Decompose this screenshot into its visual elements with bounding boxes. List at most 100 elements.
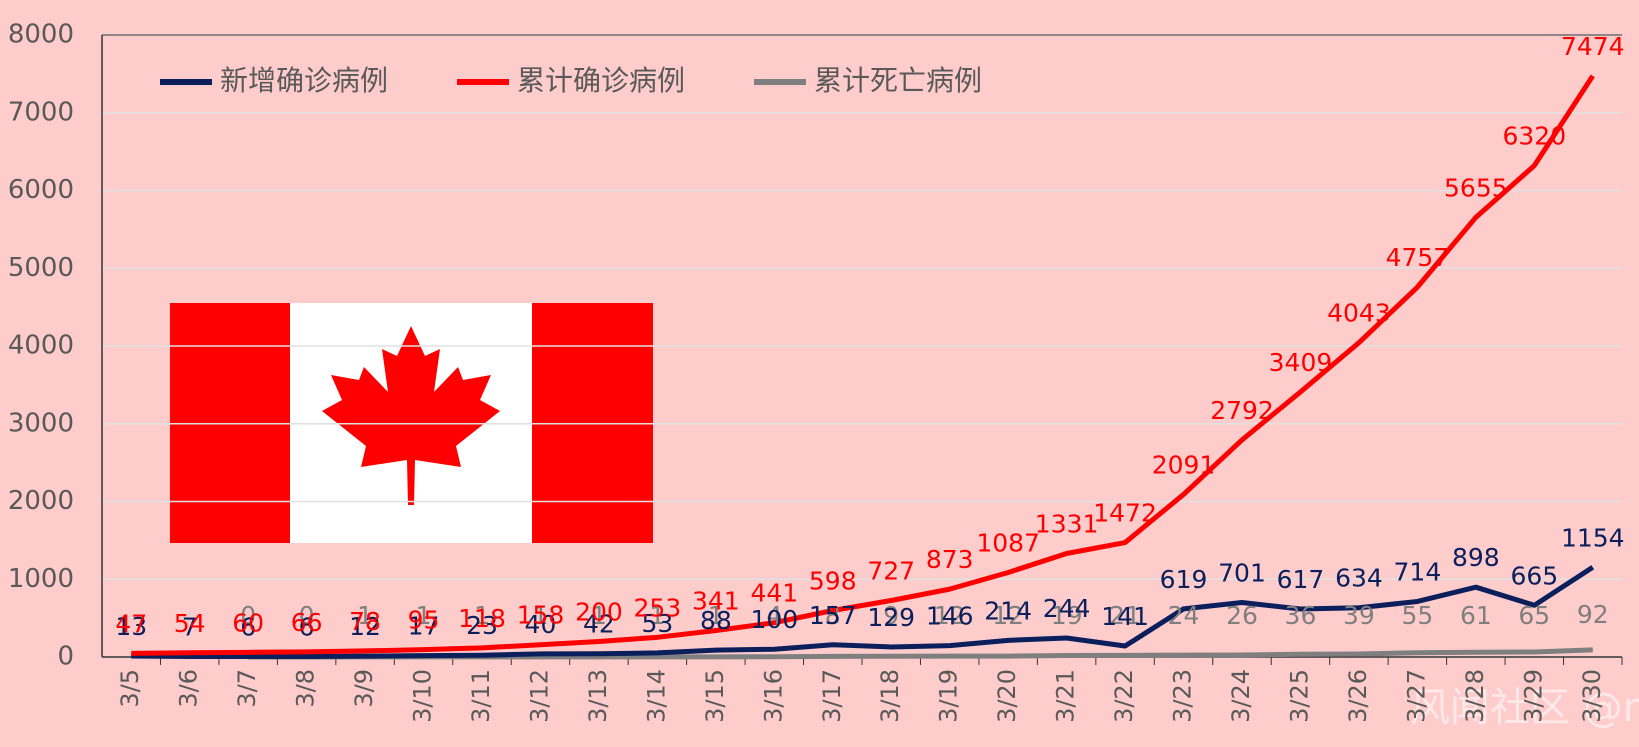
data-label: 6 [299, 613, 315, 642]
x-tick-label: 3/9 [350, 669, 378, 708]
data-label: 2091 [1152, 450, 1216, 479]
x-tick-label: 3/15 [701, 669, 729, 723]
data-label: 701 [1218, 558, 1266, 587]
x-tick-label: 3/14 [642, 669, 670, 723]
data-label: 1154 [1561, 523, 1625, 552]
x-tick-label: 3/17 [818, 669, 846, 723]
data-label: 66 [291, 608, 323, 637]
data-label: 12 [934, 601, 966, 630]
data-label: 21 [1109, 601, 1141, 630]
legend-label: 新增确诊病例 [220, 64, 388, 97]
data-label: 665 [1510, 561, 1558, 590]
y-tick-label: 7000 [8, 97, 74, 127]
series-line [131, 565, 1595, 660]
data-label: 61 [1460, 601, 1492, 630]
data-label: 88 [700, 606, 732, 635]
x-tick-label: 3/23 [1169, 669, 1197, 723]
data-label: 4043 [1327, 299, 1391, 328]
data-label: 26 [1226, 601, 1258, 630]
data-label: 24 [1168, 601, 1200, 630]
y-tick-label: 0 [57, 642, 74, 672]
x-tick-label: 3/27 [1402, 669, 1430, 723]
data-label: 78 [349, 607, 381, 636]
x-tick-label: 3/21 [1052, 669, 1080, 723]
data-label: 9 [883, 601, 899, 630]
data-label: 619 [1160, 565, 1208, 594]
data-label: 40 [525, 610, 557, 639]
x-tick-label: 3/11 [467, 669, 495, 723]
data-label: 129 [867, 603, 915, 632]
x-tick-label: 3/12 [525, 669, 553, 723]
data-label: 0 [240, 601, 256, 630]
data-label: 2792 [1210, 396, 1274, 425]
x-tick-label: 3/13 [584, 669, 612, 723]
data-label: 4 [766, 601, 782, 630]
data-label: 1472 [1093, 499, 1157, 528]
x-tick-label: 3/10 [409, 669, 437, 723]
data-label: 617 [1277, 565, 1325, 594]
data-label: 55 [1401, 601, 1433, 630]
data-label: 17 [408, 612, 440, 641]
data-label: 65 [1518, 601, 1550, 630]
watermark: 风闻社区 @mandman [1410, 685, 1639, 731]
data-label: 19 [1051, 601, 1083, 630]
data-label: 39 [1343, 601, 1375, 630]
data-label: 141 [1101, 602, 1149, 631]
data-label: 6 [240, 613, 256, 642]
data-label: 13 [115, 612, 147, 641]
data-label: 158 [517, 601, 565, 630]
data-label: 244 [1043, 594, 1091, 623]
data-label: 200 [575, 597, 623, 626]
legend-label: 累计死亡病例 [814, 64, 982, 97]
data-label: 598 [809, 567, 857, 596]
series-line [131, 74, 1595, 656]
data-label: 157 [809, 601, 857, 630]
data-label: 873 [926, 545, 974, 574]
data-label: 634 [1335, 564, 1383, 593]
data-label: 341 [692, 586, 740, 615]
data-label: 12 [349, 612, 381, 641]
data-label: 1 [708, 601, 724, 630]
data-label: 42 [583, 610, 615, 639]
data-label: 6320 [1502, 122, 1566, 151]
data-label: 0 [299, 601, 315, 630]
data-label: 60 [232, 608, 264, 637]
data-label: 5655 [1444, 173, 1508, 202]
data-label: 1331 [1035, 510, 1099, 539]
data-label: 1087 [976, 528, 1040, 557]
data-label: 4757 [1386, 243, 1450, 272]
data-label: 3409 [1269, 348, 1333, 377]
data-label: 714 [1394, 557, 1442, 586]
data-label: 100 [750, 605, 798, 634]
x-tick-label: 3/28 [1461, 669, 1489, 723]
legend-label: 累计确诊病例 [517, 64, 685, 97]
y-tick-label: 5000 [8, 253, 74, 283]
data-label: 1 [533, 601, 549, 630]
x-tick-label: 3/5 [116, 669, 144, 708]
x-tick-label: 3/16 [759, 669, 787, 723]
data-label: 8 [825, 601, 841, 630]
x-tick-label: 3/19 [935, 669, 963, 723]
data-label: 12 [992, 601, 1024, 630]
data-label: 47 [115, 609, 147, 638]
y-tick-label: 6000 [8, 175, 74, 205]
x-tick-label: 3/26 [1344, 669, 1372, 723]
y-tick-label: 1000 [8, 564, 74, 594]
data-label: 1 [357, 601, 373, 630]
y-tick-label: 8000 [8, 20, 74, 50]
data-label: 7474 [1561, 32, 1625, 61]
y-tick-label: 3000 [8, 408, 74, 438]
data-label: 1 [474, 601, 490, 630]
data-label: 898 [1452, 543, 1500, 572]
x-tick-label: 3/8 [292, 669, 320, 708]
data-label: 1 [591, 601, 607, 630]
data-label: 441 [750, 579, 798, 608]
y-tick-label: 2000 [8, 486, 74, 516]
data-label: 95 [408, 606, 440, 635]
data-label: 146 [926, 602, 974, 631]
x-tick-label: 3/22 [1110, 669, 1138, 723]
x-tick-label: 3/25 [1285, 669, 1313, 723]
data-label: 23 [466, 611, 498, 640]
data-label: 53 [641, 609, 673, 638]
